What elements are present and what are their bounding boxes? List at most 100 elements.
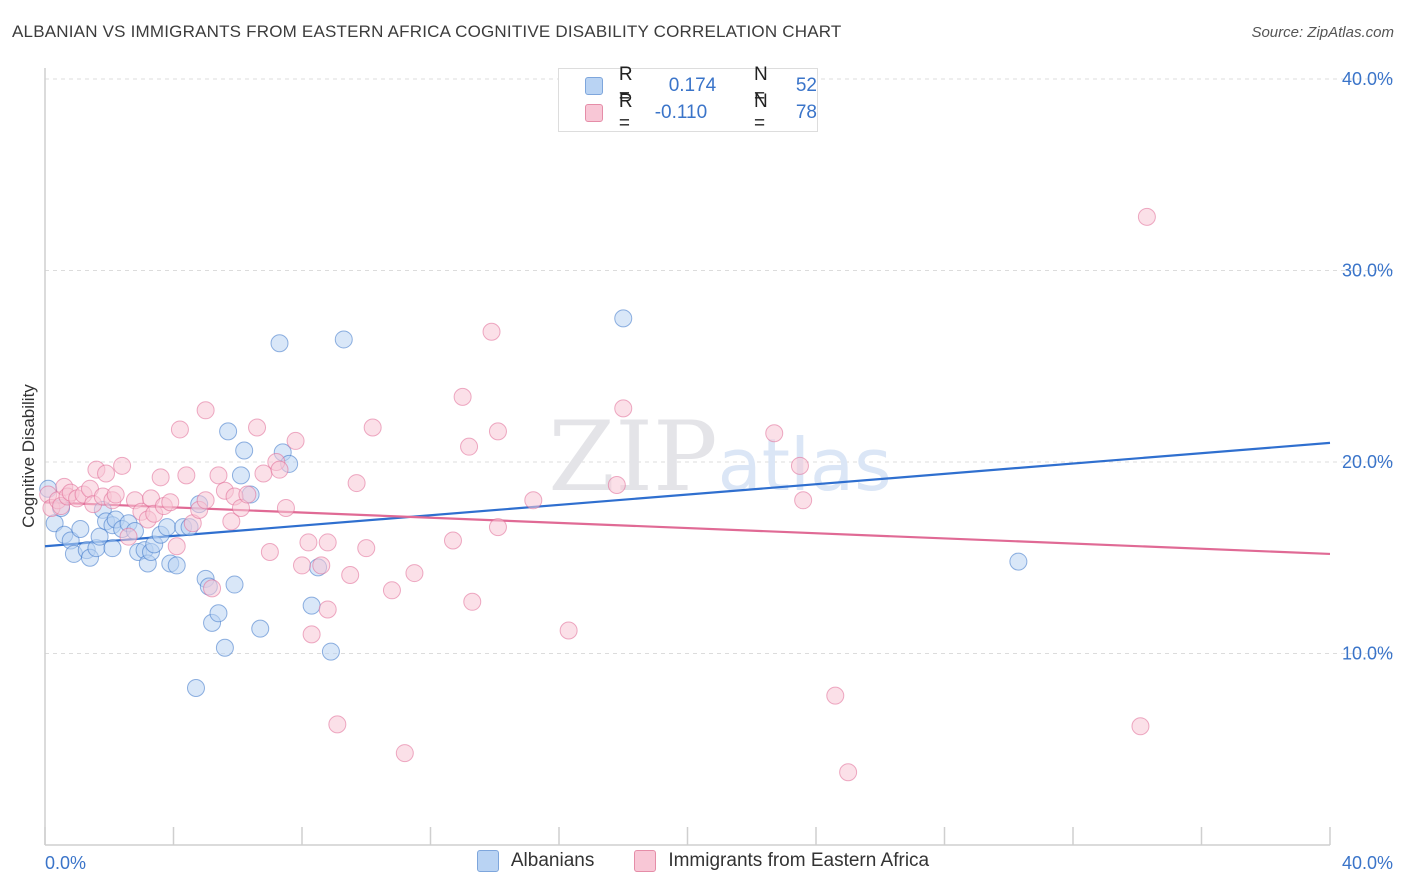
data-point <box>167 537 186 556</box>
data-point <box>270 460 289 479</box>
chart-title: ALBANIAN VS IMMIGRANTS FROM EASTERN AFRI… <box>12 22 842 41</box>
data-point <box>231 466 250 485</box>
source-label: Source: ZipAtlas.com <box>1251 24 1394 41</box>
data-point <box>260 543 279 562</box>
r-label: R = <box>618 64 633 107</box>
data-point <box>790 456 809 475</box>
data-point <box>614 309 633 328</box>
data-point <box>1131 717 1150 736</box>
data-point <box>251 619 270 638</box>
series-legend: Albanians Immigrants from Eastern Africa <box>0 850 1406 872</box>
data-point <box>248 418 267 437</box>
y-tick-label: 40.0% <box>1342 69 1393 89</box>
grid-layer <box>45 78 1395 654</box>
data-point <box>302 596 321 615</box>
stats-row-albanians: R = 0.174 N = 52 <box>585 64 817 107</box>
stats-legend: R = 0.174 N = 52 R = -0.110 N = 78 <box>558 64 818 134</box>
data-point <box>443 531 462 550</box>
data-point <box>488 518 507 537</box>
data-point <box>334 330 353 349</box>
legend-item-eastern-africa[interactable]: Immigrants from Eastern Africa <box>634 850 929 872</box>
data-point <box>1137 207 1156 226</box>
data-point <box>235 441 254 460</box>
watermark-zip: ZIP <box>548 401 717 513</box>
r-label: R = <box>618 91 633 134</box>
data-point <box>215 638 234 657</box>
data-point <box>363 418 382 437</box>
label-layer: 10.0% 20.0% 30.0% 40.0% 0.0% 40.0% <box>45 69 1393 873</box>
data-point <box>186 678 205 697</box>
data-point <box>357 539 376 558</box>
data-point <box>238 485 257 504</box>
n-value: 52 <box>795 75 817 96</box>
data-point <box>196 401 215 420</box>
data-point <box>826 686 845 705</box>
data-point <box>318 600 337 619</box>
data-point <box>524 491 543 510</box>
swatch-eastern-africa <box>585 104 603 122</box>
data-point <box>765 424 784 443</box>
data-point <box>170 420 189 439</box>
trendline-albanians <box>44 441 1331 548</box>
data-point <box>318 533 337 552</box>
swatch-albanians <box>585 77 603 95</box>
data-point <box>341 565 360 584</box>
data-point <box>161 493 180 512</box>
data-point <box>222 512 241 531</box>
points-layer <box>39 207 1156 782</box>
legend-swatch-eastern-africa <box>634 850 657 872</box>
y-tick-label: 20.0% <box>1342 452 1393 472</box>
data-point <box>395 744 414 763</box>
data-point <box>196 491 215 510</box>
data-point <box>286 431 305 450</box>
legend-item-albanians[interactable]: Albanians <box>476 850 595 872</box>
x-tick-label: 40.0% <box>1342 853 1393 873</box>
watermark: ZIPatlas <box>548 401 891 513</box>
x-tick-label: 0.0% <box>45 853 86 873</box>
data-point <box>293 556 311 575</box>
r-value: -0.110 <box>654 102 708 123</box>
data-point <box>559 621 578 640</box>
data-point <box>270 334 289 353</box>
data-point <box>839 763 858 782</box>
stats-row-eastern-africa: R = -0.110 N = 78 <box>585 91 817 134</box>
data-point <box>106 485 125 504</box>
y-axis-label: Cognitive Disability <box>19 384 38 528</box>
trendline-eastern-africa <box>44 501 1331 556</box>
data-point <box>103 539 122 558</box>
data-point <box>382 581 401 600</box>
data-point <box>405 564 424 583</box>
data-point <box>794 491 813 510</box>
legend-label-eastern-africa: Immigrants from Eastern Africa <box>668 850 930 871</box>
legend-label-albanians: Albanians <box>510 850 595 871</box>
data-point <box>299 533 318 552</box>
data-point <box>209 604 228 623</box>
data-point <box>97 464 116 483</box>
data-point <box>453 387 472 406</box>
data-point <box>225 575 244 594</box>
data-point <box>312 556 331 575</box>
series-eastern-africa <box>39 207 1156 782</box>
data-point <box>177 466 196 485</box>
n-label: N = <box>754 64 768 107</box>
data-point <box>607 475 626 494</box>
data-point <box>276 498 295 517</box>
data-point <box>209 466 228 485</box>
data-point <box>321 642 340 661</box>
trend-layer <box>44 441 1331 556</box>
data-point <box>167 556 186 575</box>
data-point <box>113 456 132 475</box>
n-label: N = <box>754 91 768 134</box>
data-point <box>460 437 479 456</box>
data-point <box>302 625 321 644</box>
y-tick-label: 10.0% <box>1342 644 1393 664</box>
y-tick-label: 30.0% <box>1342 261 1393 281</box>
data-point <box>328 715 347 734</box>
n-value: 78 <box>795 102 817 123</box>
data-point <box>1009 552 1028 571</box>
data-point <box>158 518 177 537</box>
data-point <box>463 592 482 611</box>
data-point <box>90 527 109 546</box>
data-point <box>71 520 90 539</box>
